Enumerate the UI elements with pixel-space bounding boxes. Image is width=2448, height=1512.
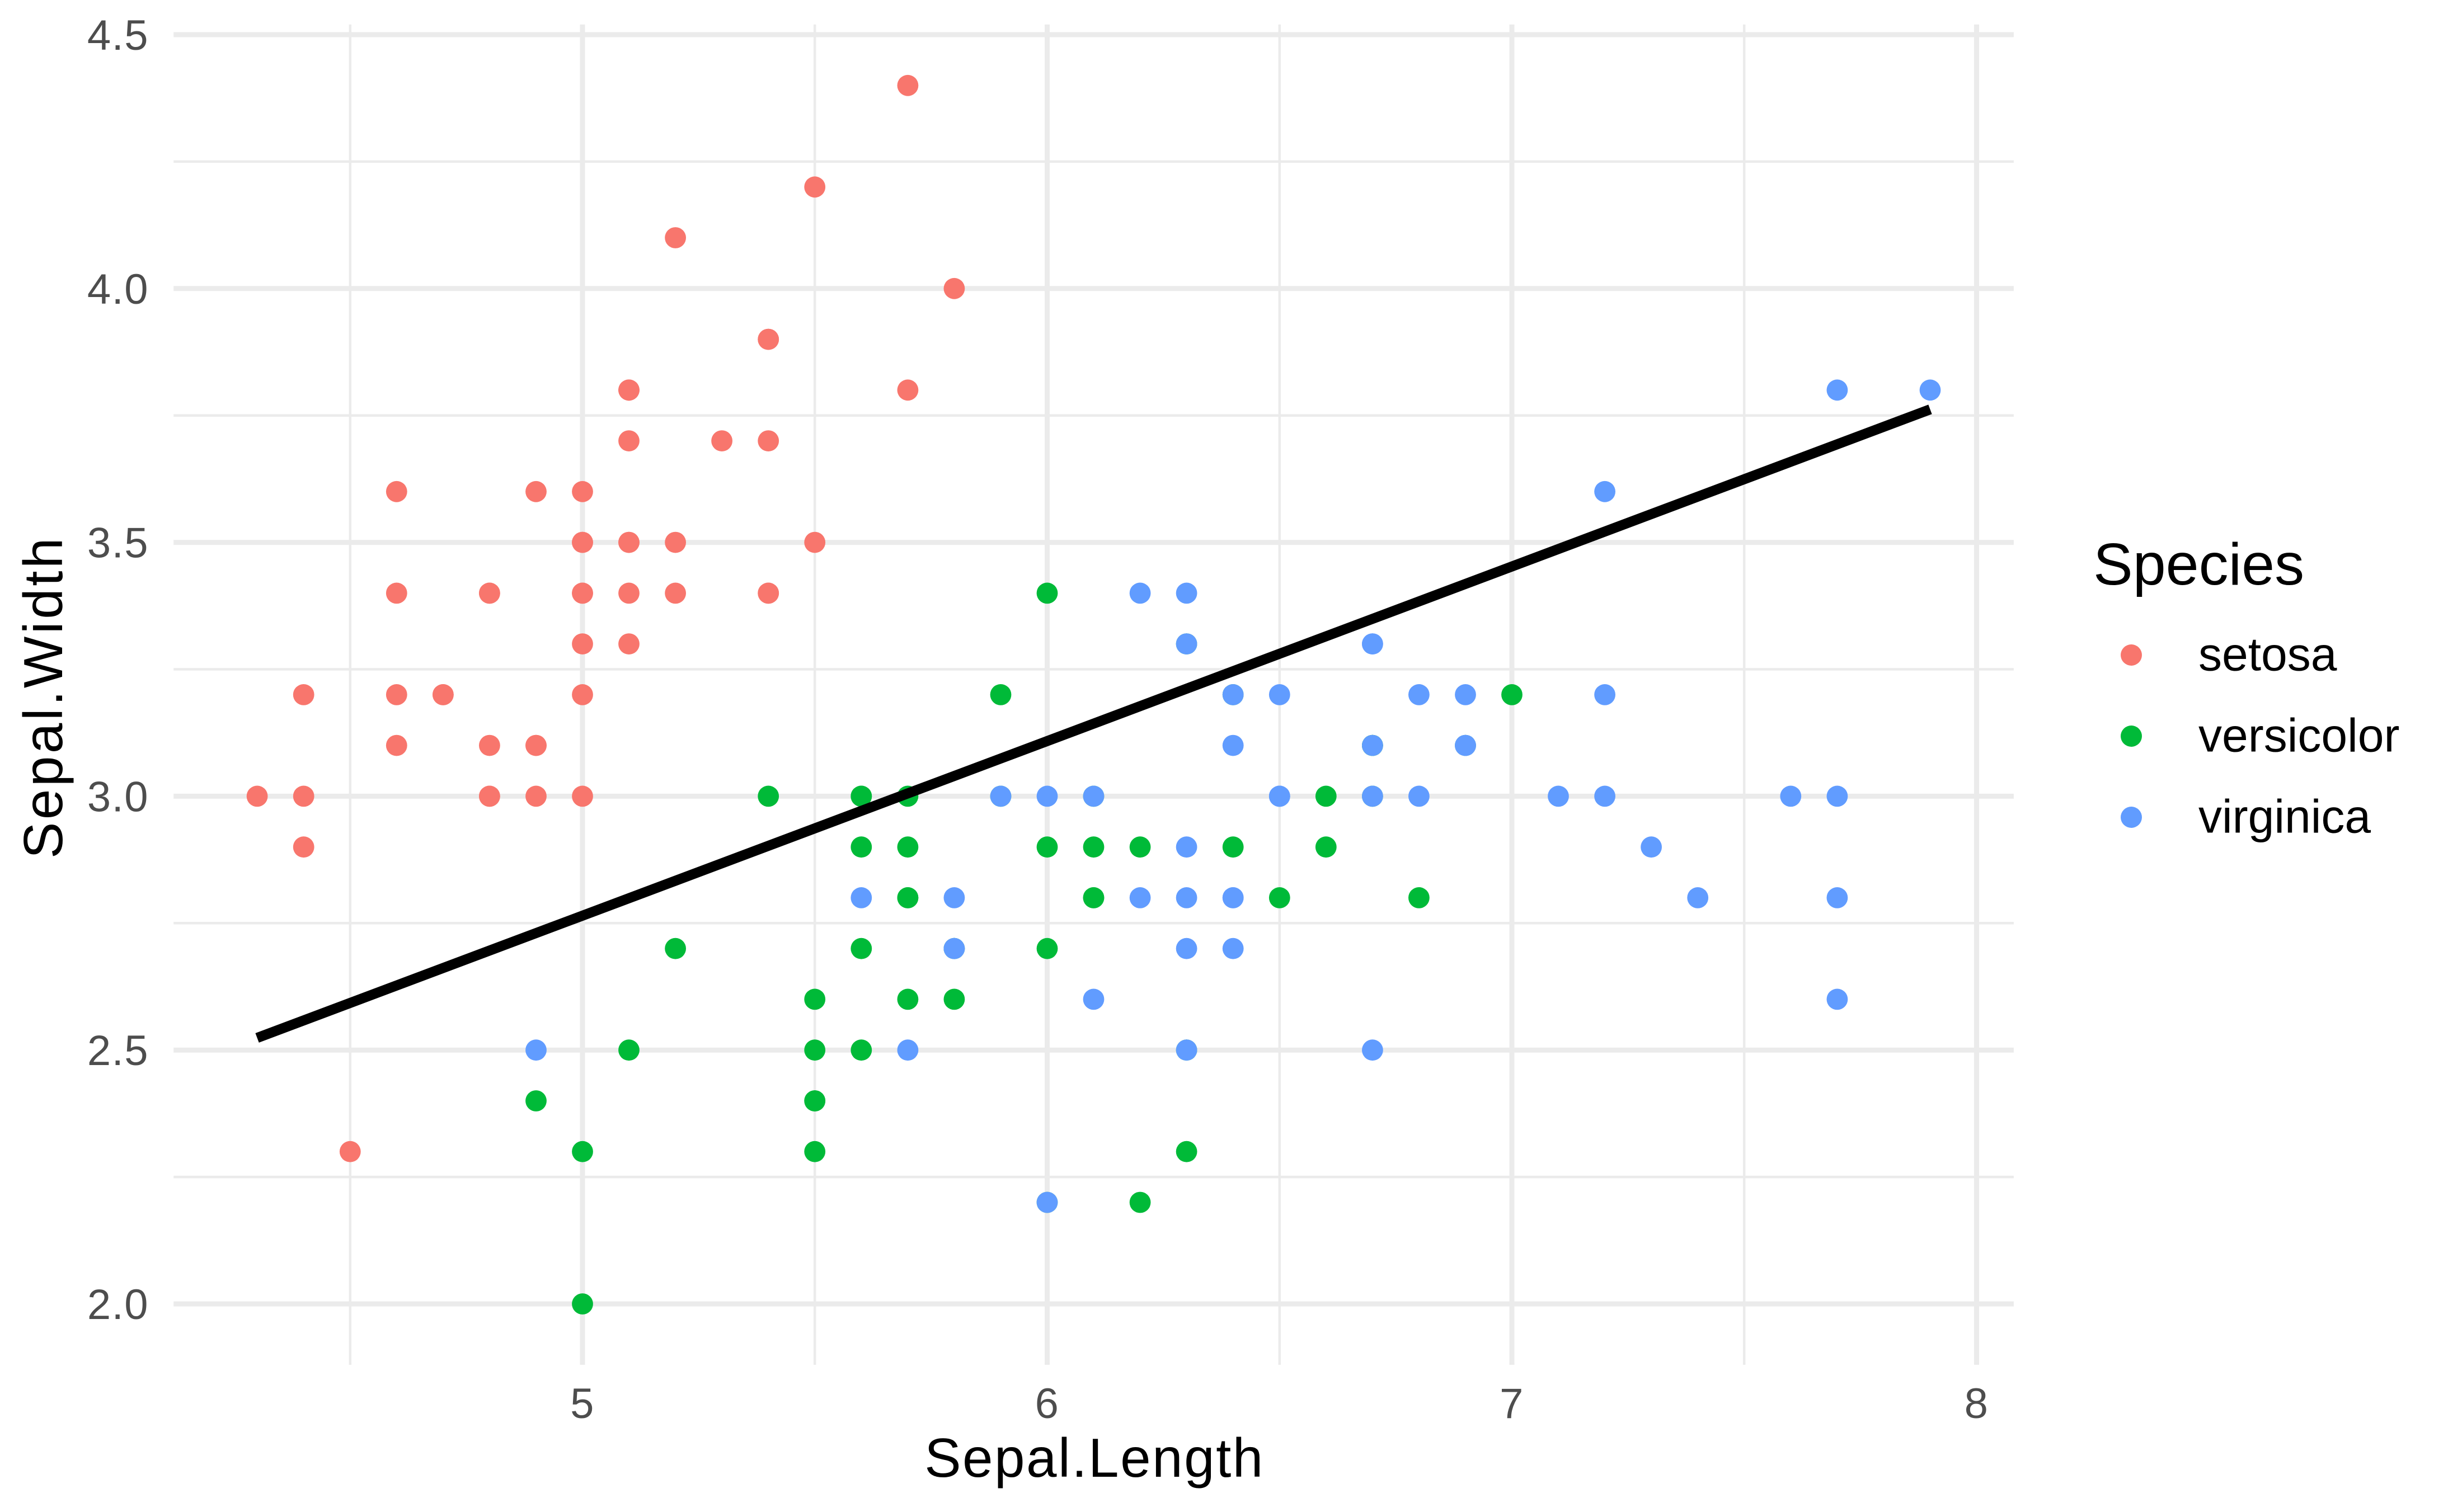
svg-text:4.0: 4.0: [87, 266, 149, 313]
svg-text:6: 6: [1035, 1380, 1060, 1428]
svg-text:Sepal.Length: Sepal.Length: [924, 1427, 1265, 1489]
svg-text:3.0: 3.0: [87, 773, 149, 821]
svg-text:2.5: 2.5: [87, 1027, 149, 1075]
svg-text:8: 8: [1965, 1380, 1989, 1428]
svg-text:5: 5: [570, 1380, 595, 1428]
svg-text:2.0: 2.0: [87, 1281, 149, 1329]
svg-text:3.5: 3.5: [87, 520, 149, 567]
svg-text:virginica: virginica: [2198, 790, 2371, 843]
svg-text:Sepal.Width: Sepal.Width: [12, 535, 74, 859]
svg-text:versicolor: versicolor: [2198, 709, 2399, 762]
svg-text:setosa: setosa: [2198, 628, 2337, 681]
svg-text:4.5: 4.5: [87, 12, 149, 59]
svg-text:7: 7: [1500, 1380, 1524, 1428]
svg-text:Species: Species: [2093, 531, 2304, 597]
